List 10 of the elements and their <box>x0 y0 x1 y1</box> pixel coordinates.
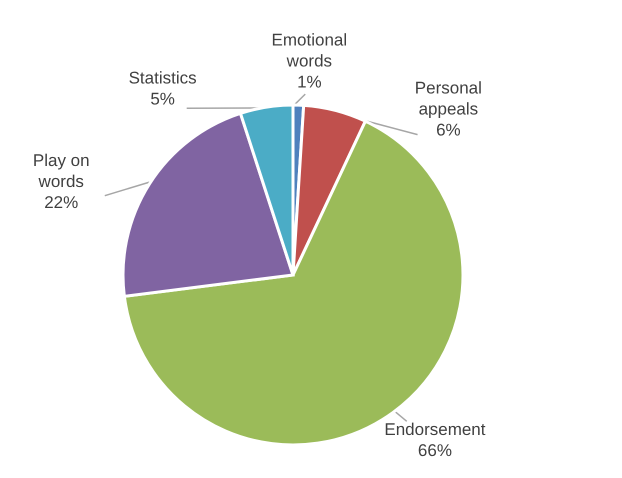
slice-label: Play on words <box>32 151 90 192</box>
data-label: 66% <box>418 440 452 460</box>
slice-label: Emotional words <box>272 30 348 70</box>
slice-label: Endorsement <box>384 420 486 439</box>
data-label: 22% <box>44 193 78 212</box>
data-label: 5% <box>150 89 175 108</box>
data-label: 6% <box>436 120 461 140</box>
slice-label: Personal appeals <box>414 78 482 118</box>
data-label: 1% <box>297 72 322 92</box>
slice-label: Statistics <box>128 68 197 88</box>
